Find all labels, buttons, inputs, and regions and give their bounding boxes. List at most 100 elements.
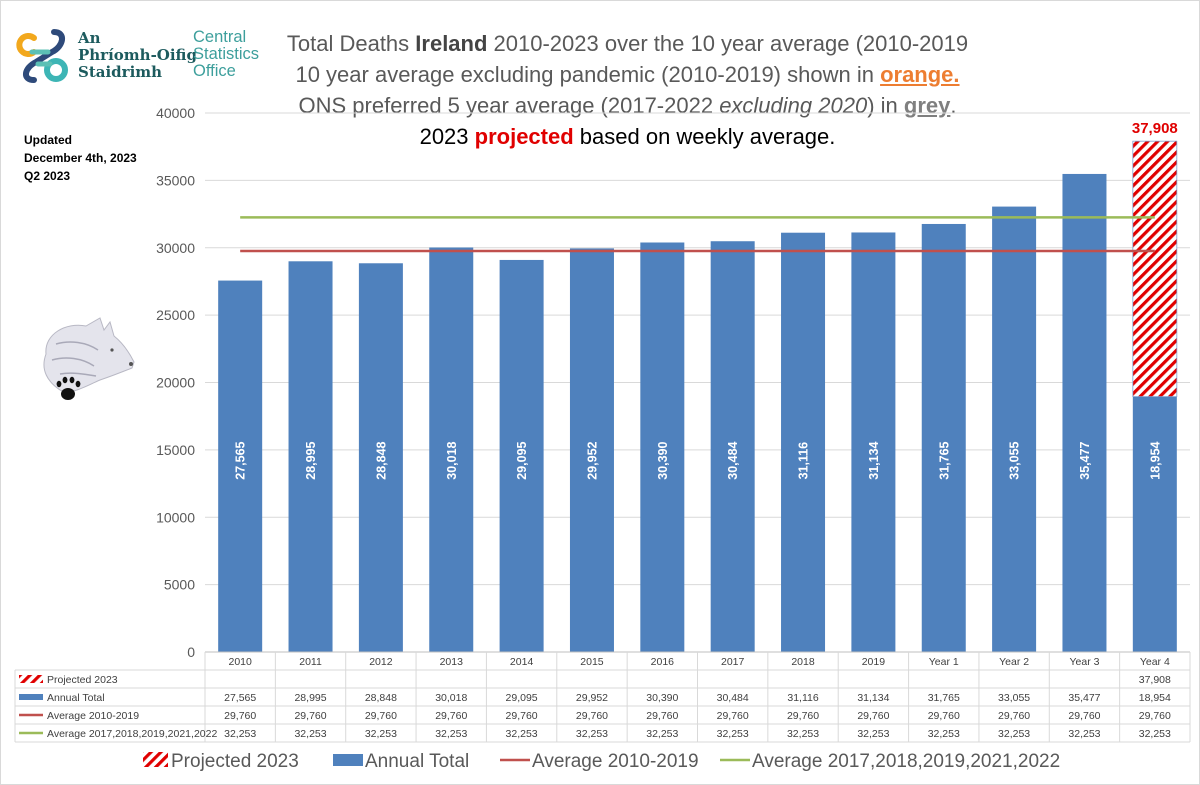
table-cell-value: 32,253 <box>998 728 1030 740</box>
table-cell-value: 31,116 <box>787 692 818 704</box>
table-cell-value: 32,253 <box>646 728 678 740</box>
annual-total-value-label: 30,484 <box>726 441 740 479</box>
annual-total-value-label: 29,952 <box>585 441 599 479</box>
table-cell-value: 32,253 <box>928 728 960 740</box>
x-category-label: Year 4 <box>1140 656 1170 668</box>
annual-total-value-label: 31,765 <box>937 441 951 479</box>
table-cell-value: 29,760 <box>435 710 467 722</box>
x-category-label: 2011 <box>299 656 322 668</box>
annual-total-bar <box>1132 396 1177 652</box>
title-projected-word: projected <box>474 124 574 149</box>
updated-date: December 4th, 2023 <box>24 151 137 165</box>
x-category-label: 2018 <box>791 656 815 668</box>
table-cell-value: 37,908 <box>1139 674 1171 686</box>
annual-total-bar <box>1062 173 1107 652</box>
title-country: Ireland <box>415 31 488 56</box>
cso-logo: An Phríomh-Oifig Staidrimh Central Stati… <box>14 26 264 86</box>
table-cell-value: 32,253 <box>506 728 538 740</box>
title-orange-word: orange. <box>880 62 960 87</box>
annual-total-bar <box>781 232 826 652</box>
y-tick-label: 20000 <box>156 375 195 391</box>
title-italic: excluding 2020 <box>719 93 868 118</box>
annual-total-bar <box>851 232 896 652</box>
updated-label: Updated <box>24 133 72 147</box>
logo-irish-text: An Phríomh-Oifig Staidrimh <box>78 30 197 81</box>
table-cell-value: 33,055 <box>998 692 1030 704</box>
x-category-label: 2014 <box>510 656 534 668</box>
annual-total-bar <box>429 247 474 652</box>
annual-total-bar <box>358 263 403 652</box>
table-row-label: Average 2017,2018,2019,2021,2022 <box>47 728 217 740</box>
table-cell-value: 29,760 <box>506 710 538 722</box>
projected-total-label: 37,908 <box>1132 120 1178 137</box>
table-cell-value: 29,760 <box>1068 710 1100 722</box>
legend-entry-label: Projected 2023 <box>171 751 299 772</box>
y-axis: 0 5000 10000 15000 20000 25000 30000 35000 40000 <box>156 105 195 660</box>
table-row-label: Projected 2023 <box>47 674 118 686</box>
y-tick-label: 10000 <box>156 509 195 525</box>
table-cell-value: 29,952 <box>576 692 608 704</box>
annual-total-value-label: 28,848 <box>374 441 388 479</box>
x-category-label: 2017 <box>721 656 745 668</box>
average-lines <box>240 216 1155 253</box>
table-cell-value: 29,760 <box>646 710 678 722</box>
legend: Projected 2023 Annual Total Average 2010-2… <box>143 751 1060 772</box>
annual-total-value-label: 27,565 <box>234 441 248 479</box>
title-grey-word: grey <box>903 93 951 118</box>
table-cell-value: 29,760 <box>928 710 960 722</box>
x-category-label: 2013 <box>440 656 464 668</box>
legend-projected-2023-icon <box>143 752 168 767</box>
y-tick-label: 40000 <box>156 105 195 121</box>
annual-total-value-label: 31,134 <box>867 441 881 479</box>
x-category-label: 2015 <box>580 656 604 668</box>
y-tick-label: 0 <box>187 644 195 660</box>
x-category-label: 2019 <box>862 656 886 668</box>
table-cell-value: 32,253 <box>294 728 326 740</box>
wolf-illustration-icon <box>43 317 135 400</box>
table-cell-value: 32,253 <box>1068 728 1100 740</box>
annual-total-value-label: 18,954 <box>1148 441 1162 479</box>
table-cell-value: 28,995 <box>294 692 326 704</box>
annual-total-bar <box>288 261 333 652</box>
table-cell-value: 18,954 <box>1139 692 1171 704</box>
table-cell-value: 29,760 <box>1139 710 1171 722</box>
annual-total-bar <box>921 223 966 653</box>
table-cell-value: 27,565 <box>224 692 256 704</box>
table-cell-value: 29,760 <box>717 710 749 722</box>
title-line-4: 2023 projected based on weekly average. <box>255 121 1000 152</box>
table-cell-value: 29,760 <box>365 710 397 722</box>
projected-2023-key-icon <box>19 675 43 683</box>
table-cell-value: 30,484 <box>717 692 749 704</box>
x-category-label: Year 3 <box>1069 656 1099 668</box>
table-cell-value: 32,253 <box>365 728 397 740</box>
legend-entry-label: Annual Total <box>365 751 469 772</box>
updated-note: Updated December 4th, 2023 Q2 2023 <box>24 131 137 185</box>
annual-total-bar <box>710 241 755 653</box>
annual-total-bar <box>992 206 1037 653</box>
legend-entry-label: Average 2010-2019 <box>532 751 699 772</box>
legend-annual-total-icon <box>333 754 363 766</box>
annual-total-bar <box>569 248 614 653</box>
chart-title: Total Deaths Ireland 2010-2023 over the … <box>255 28 1000 152</box>
table-cell-value: 31,765 <box>928 692 960 704</box>
title-text: 2010-2023 over the 10 year average (2010… <box>487 31 969 56</box>
y-tick-label: 30000 <box>156 240 195 256</box>
table-cell-value: 30,390 <box>646 692 678 704</box>
x-category-label: 2016 <box>651 656 675 668</box>
gridlines <box>205 112 1190 586</box>
table-cell-value: 29,760 <box>787 710 819 722</box>
y-tick-label: 15000 <box>156 442 195 458</box>
table-cell-value: 32,253 <box>1139 728 1171 740</box>
x-category-label: Year 2 <box>999 656 1029 668</box>
logo-irish-line: Phríomh-Oifig <box>78 46 197 64</box>
table-cell-value: 32,253 <box>224 728 256 740</box>
logo-english-line: Statistics <box>193 45 260 63</box>
x-category-label: 2010 <box>228 656 252 668</box>
title-line-1: Total Deaths Ireland 2010-2023 over the … <box>255 28 1000 59</box>
y-tick-label: 35000 <box>156 172 195 188</box>
cso-logo-icon <box>16 29 68 83</box>
logo-english-line: Central <box>193 28 247 46</box>
logo-english-text: Central Statistics Office <box>193 29 259 80</box>
annual-total-value-label: 33,055 <box>1008 441 1022 479</box>
y-tick-label: 5000 <box>164 577 195 593</box>
